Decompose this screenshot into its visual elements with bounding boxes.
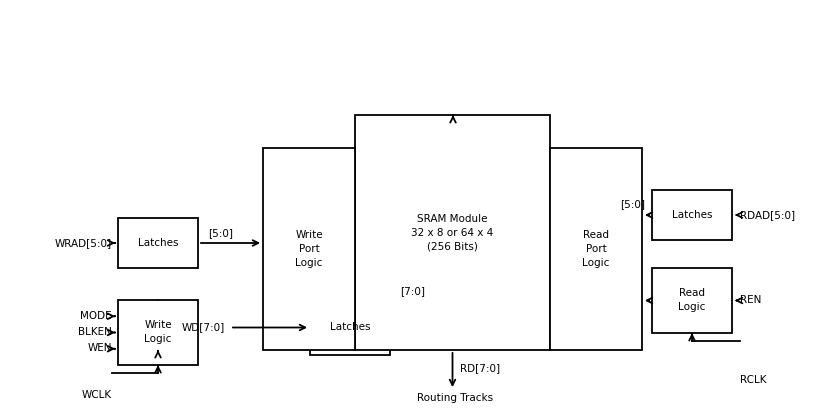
Text: Write
Logic: Write Logic [144,321,172,344]
Text: WRAD[5:0]: WRAD[5:0] [55,238,112,248]
Text: [5:0]: [5:0] [620,199,645,209]
Text: REN: REN [740,295,761,305]
FancyBboxPatch shape [550,148,642,350]
Text: [7:0]: [7:0] [400,286,425,296]
FancyBboxPatch shape [355,115,550,350]
Text: WD[7:0]: WD[7:0] [182,322,225,332]
Text: SRAM Module
32 x 8 or 64 x 4
(256 Bits): SRAM Module 32 x 8 or 64 x 4 (256 Bits) [412,213,494,251]
Text: Latches: Latches [672,210,712,220]
FancyBboxPatch shape [652,268,732,333]
FancyBboxPatch shape [263,148,355,350]
Text: WEN: WEN [87,343,112,353]
Text: BLKEN: BLKEN [78,327,112,337]
Text: Write
Port
Logic: Write Port Logic [295,230,323,268]
Text: Latches: Latches [330,323,370,332]
Text: RCLK: RCLK [740,375,766,385]
Text: WCLK: WCLK [81,390,112,400]
FancyBboxPatch shape [310,300,390,355]
Text: RDAD[5:0]: RDAD[5:0] [740,210,795,220]
FancyBboxPatch shape [118,300,198,365]
FancyBboxPatch shape [652,190,732,240]
Text: [5:0]: [5:0] [208,228,233,238]
Text: Read
Port
Logic: Read Port Logic [583,230,610,268]
Text: RD[7:0]: RD[7:0] [460,363,500,373]
Text: MODE: MODE [81,311,112,321]
FancyBboxPatch shape [118,218,198,268]
Text: Latches: Latches [137,238,179,248]
Text: Routing Tracks: Routing Tracks [417,393,493,403]
Text: Read
Logic: Read Logic [678,288,705,312]
